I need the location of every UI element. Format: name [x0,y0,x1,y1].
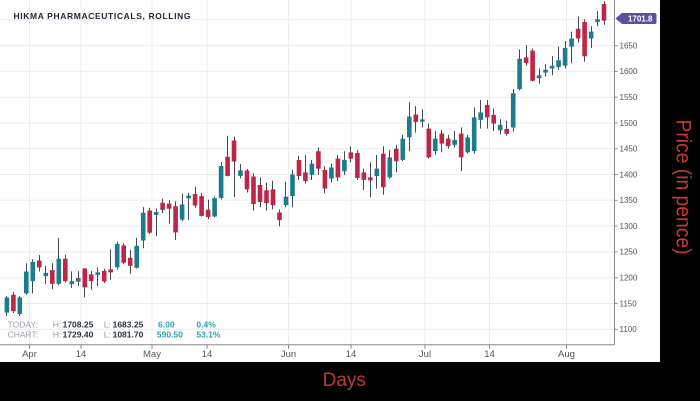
svg-text:Apr: Apr [22,349,37,360]
svg-text:Aug: Aug [558,349,575,360]
svg-text:L:: L: [104,319,111,329]
svg-text:1708.25: 1708.25 [63,319,94,329]
svg-text:1550: 1550 [620,93,638,102]
svg-text:H:: H: [53,319,62,329]
svg-text:1600: 1600 [620,67,638,76]
svg-text:Jun: Jun [281,349,296,360]
svg-text:0.4%: 0.4% [196,319,216,329]
svg-text:14: 14 [484,349,495,360]
svg-text:1400: 1400 [620,170,638,179]
svg-text:14: 14 [76,349,87,360]
svg-text:1683.25: 1683.25 [113,319,144,329]
svg-text:Jul: Jul [419,349,431,360]
svg-text:14: 14 [346,349,357,360]
svg-text:1650: 1650 [620,41,638,50]
svg-text:1150: 1150 [620,299,638,308]
svg-text:6.00: 6.00 [158,319,175,329]
svg-text:HIKMA PHARMACEUTICALS, ROLLING: HIKMA PHARMACEUTICALS, ROLLING [14,11,191,21]
svg-text:14: 14 [202,349,213,360]
svg-text:Days: Days [323,370,366,391]
svg-text:CHART:: CHART: [8,329,39,339]
svg-text:L:: L: [104,329,111,339]
svg-text:TODAY:: TODAY: [8,319,38,329]
svg-text:1701.8: 1701.8 [628,15,653,24]
svg-text:53.1%: 53.1% [196,329,221,339]
svg-text:1729.40: 1729.40 [63,329,94,339]
svg-text:1081.70: 1081.70 [113,329,144,339]
svg-text:1350: 1350 [620,196,638,205]
svg-text:1200: 1200 [620,274,638,283]
svg-text:Price (in pence): Price (in pence) [672,120,695,255]
svg-text:1450: 1450 [620,145,638,154]
svg-text:1500: 1500 [620,119,638,128]
svg-text:H:: H: [53,329,62,339]
svg-text:May: May [143,349,161,360]
svg-text:590.50: 590.50 [157,329,183,339]
svg-text:1300: 1300 [620,222,638,231]
svg-text:1100: 1100 [620,325,638,334]
svg-text:1250: 1250 [620,248,638,257]
